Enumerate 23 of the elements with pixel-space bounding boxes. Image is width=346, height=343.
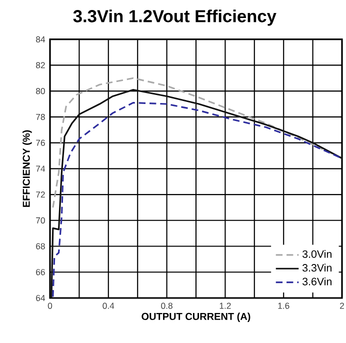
chart-title: 3.3Vin 1.2Vout Efficiency xyxy=(73,10,276,26)
y-tick-label: 74 xyxy=(36,166,46,172)
legend-label: 3.0Vin xyxy=(302,250,332,258)
legend-label: 3.6Vin xyxy=(302,277,332,286)
y-tick-label: 78 xyxy=(36,114,45,120)
y-tick-label: 84 xyxy=(36,36,46,42)
y-axis-title: EFFICIENCY (%) xyxy=(22,130,32,207)
y-tick-label: 66 xyxy=(36,269,45,276)
x-tick-label: 1.2 xyxy=(220,302,231,309)
y-tick-label: 70 xyxy=(36,217,45,224)
x-tick-label: 2 xyxy=(340,302,344,309)
x-tick-label: 0.8 xyxy=(161,302,172,309)
x-tick-label: 0 xyxy=(48,302,52,309)
legend-label: 3.3Vin xyxy=(302,264,332,272)
y-tick-label: 68 xyxy=(36,243,45,250)
x-tick-label: 1.6 xyxy=(278,302,290,309)
y-tick-label: 64 xyxy=(36,294,46,302)
x-axis-title: OUTPUT CURRENT (A) xyxy=(142,312,250,322)
y-tick-label: 80 xyxy=(36,88,45,94)
y-tick-label: 76 xyxy=(36,140,45,146)
x-tick-label: 0.4 xyxy=(102,302,114,309)
y-tick-label: 82 xyxy=(36,62,45,68)
y-tick-label: 72 xyxy=(36,192,45,198)
